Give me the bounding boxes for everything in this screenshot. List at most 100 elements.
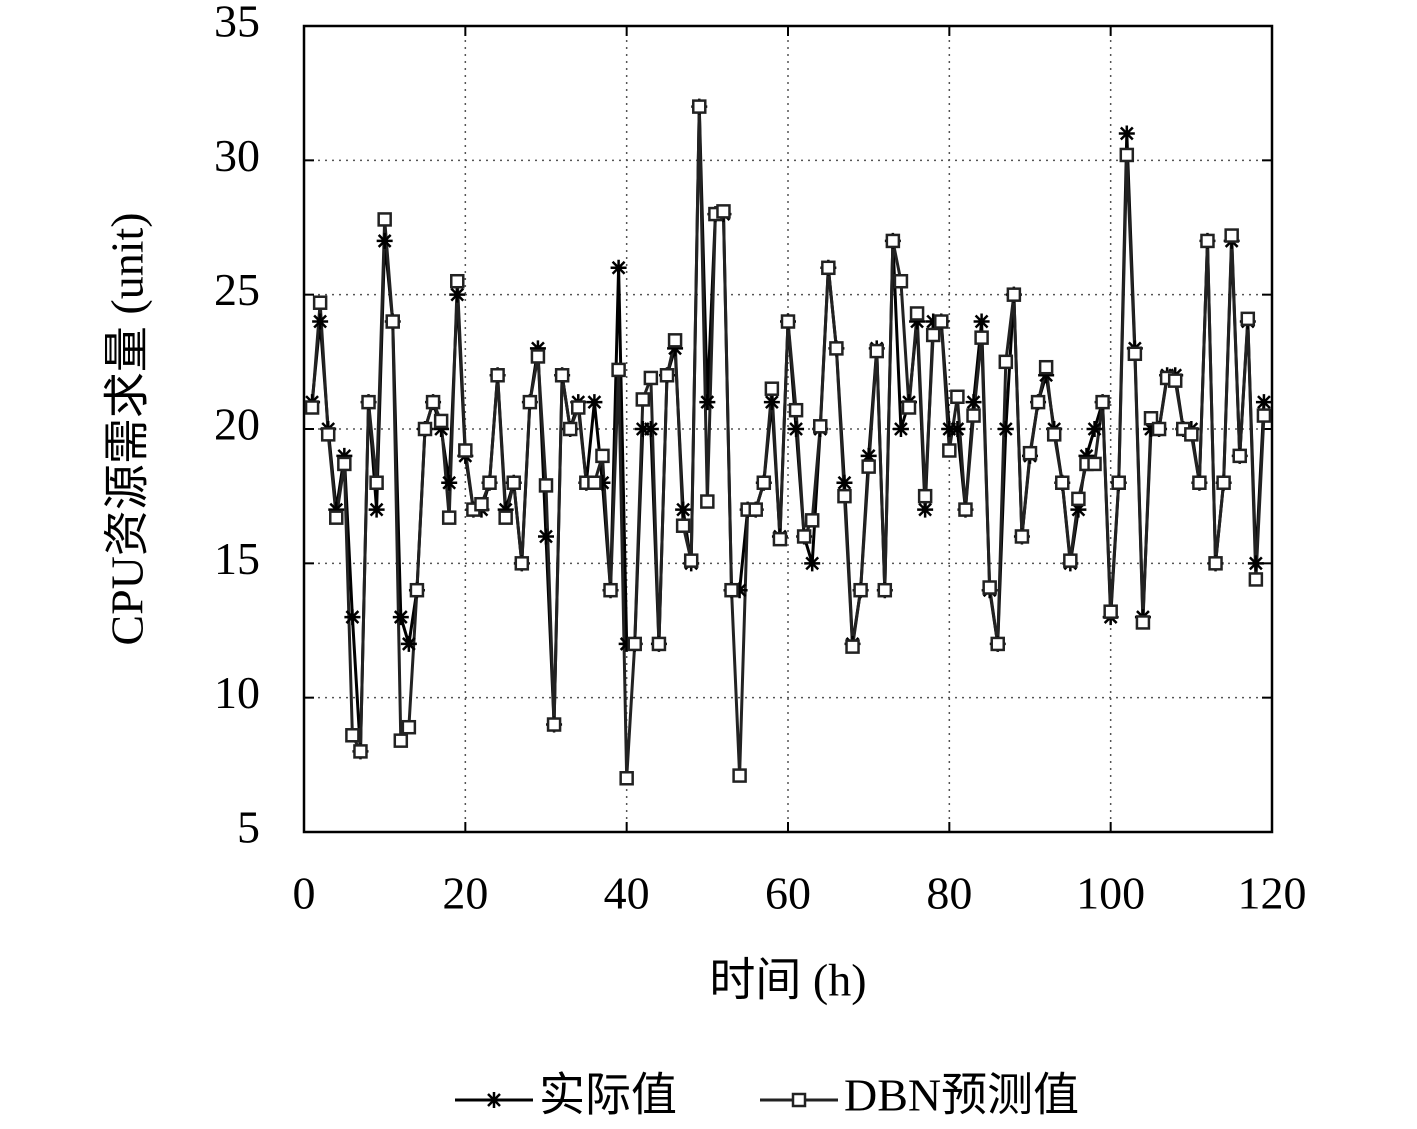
square-marker [667,333,683,348]
square-marker [982,580,997,595]
square-marker [869,343,884,359]
square-marker [1022,445,1038,461]
square-marker [796,529,812,544]
square-marker [619,771,634,786]
star-marker [486,1092,502,1108]
star-marker [1070,501,1087,518]
square-marker [732,768,747,783]
star-marker [344,609,361,626]
square-marker [458,443,473,458]
square-marker [1216,475,1231,490]
square-marker [925,327,941,343]
square-marker [409,582,425,598]
plot-frame [302,24,1274,834]
star-marker [1247,555,1264,572]
square-marker [845,639,860,654]
square-marker [1038,359,1054,375]
square-marker [837,488,852,504]
square-marker [692,99,707,114]
y-tick-label: 30 [214,130,260,181]
square-marker [1184,427,1199,442]
legend-label: 实际值 [539,1070,677,1121]
star-marker [497,501,514,518]
square-marker [1192,475,1207,490]
square-marker [562,421,578,437]
square-marker [1248,572,1264,587]
square-marker [1167,373,1183,388]
square-marker [627,636,642,652]
square-marker [1256,408,1272,423]
star-marker [433,421,450,437]
square-marker [724,582,739,598]
square-marker [1087,456,1102,472]
x-tick-label: 20 [442,868,488,919]
star-marker [312,313,329,330]
square-marker [829,341,844,356]
star-marker [925,313,942,330]
x-axis-label: 时间 (h) [709,955,866,1006]
star-marker [1038,367,1055,384]
star-marker [804,555,821,572]
square-marker [974,330,989,345]
square-marker [1232,448,1247,464]
square-marker [1240,311,1256,327]
square-marker [966,408,981,423]
square-marker [329,510,344,525]
star-marker [763,394,780,411]
star-marker [949,421,966,437]
square-marker [635,392,651,407]
square-marker [813,419,828,434]
square-marker [474,496,489,512]
square-marker [1030,394,1046,410]
y-tick-label: 10 [214,667,260,718]
square-marker [643,370,659,386]
square-marker [417,421,433,437]
star-marker [892,421,909,437]
square-marker [1055,475,1070,490]
star-marker [1086,421,1103,437]
square-marker [877,582,893,598]
square-marker [853,582,868,598]
square-marker [1071,491,1086,507]
square-marker [490,368,505,383]
square-marker [369,475,384,490]
star-marker [1118,125,1135,142]
square-marker [393,733,409,748]
square-marker [337,456,352,472]
star-marker [529,340,546,357]
x-tick-label: 40 [604,868,650,919]
star-marker [328,501,345,518]
star-marker [699,394,716,411]
square-marker [304,400,320,415]
square-marker [950,389,965,405]
star-marker [675,501,692,518]
square-marker [683,553,699,568]
star-marker [618,635,635,652]
square-marker [1151,421,1167,437]
star-marker [594,474,611,491]
star-marker [731,582,748,599]
square-marker [1095,394,1110,410]
star-marker [1255,394,1272,411]
square-marker [804,513,820,528]
star-marker [836,474,853,491]
square-marker [530,349,546,364]
square-marker [1224,228,1239,243]
star-marker [667,340,684,357]
square-marker [700,494,715,509]
square-marker [1208,556,1223,571]
star-marker [376,232,393,249]
square-marker [1200,233,1215,249]
y-tick-label: 35 [214,0,260,47]
square-marker [1143,411,1159,426]
legend-label: DBN预测值 [844,1070,1079,1121]
square-marker [385,314,400,329]
square-marker [998,354,1014,370]
square-marker [990,636,1005,652]
star-marker [392,609,409,626]
square-marker [861,459,876,474]
square-marker [909,306,925,321]
star-marker [642,421,659,437]
square-marker [433,413,449,429]
square-marker [780,314,796,329]
